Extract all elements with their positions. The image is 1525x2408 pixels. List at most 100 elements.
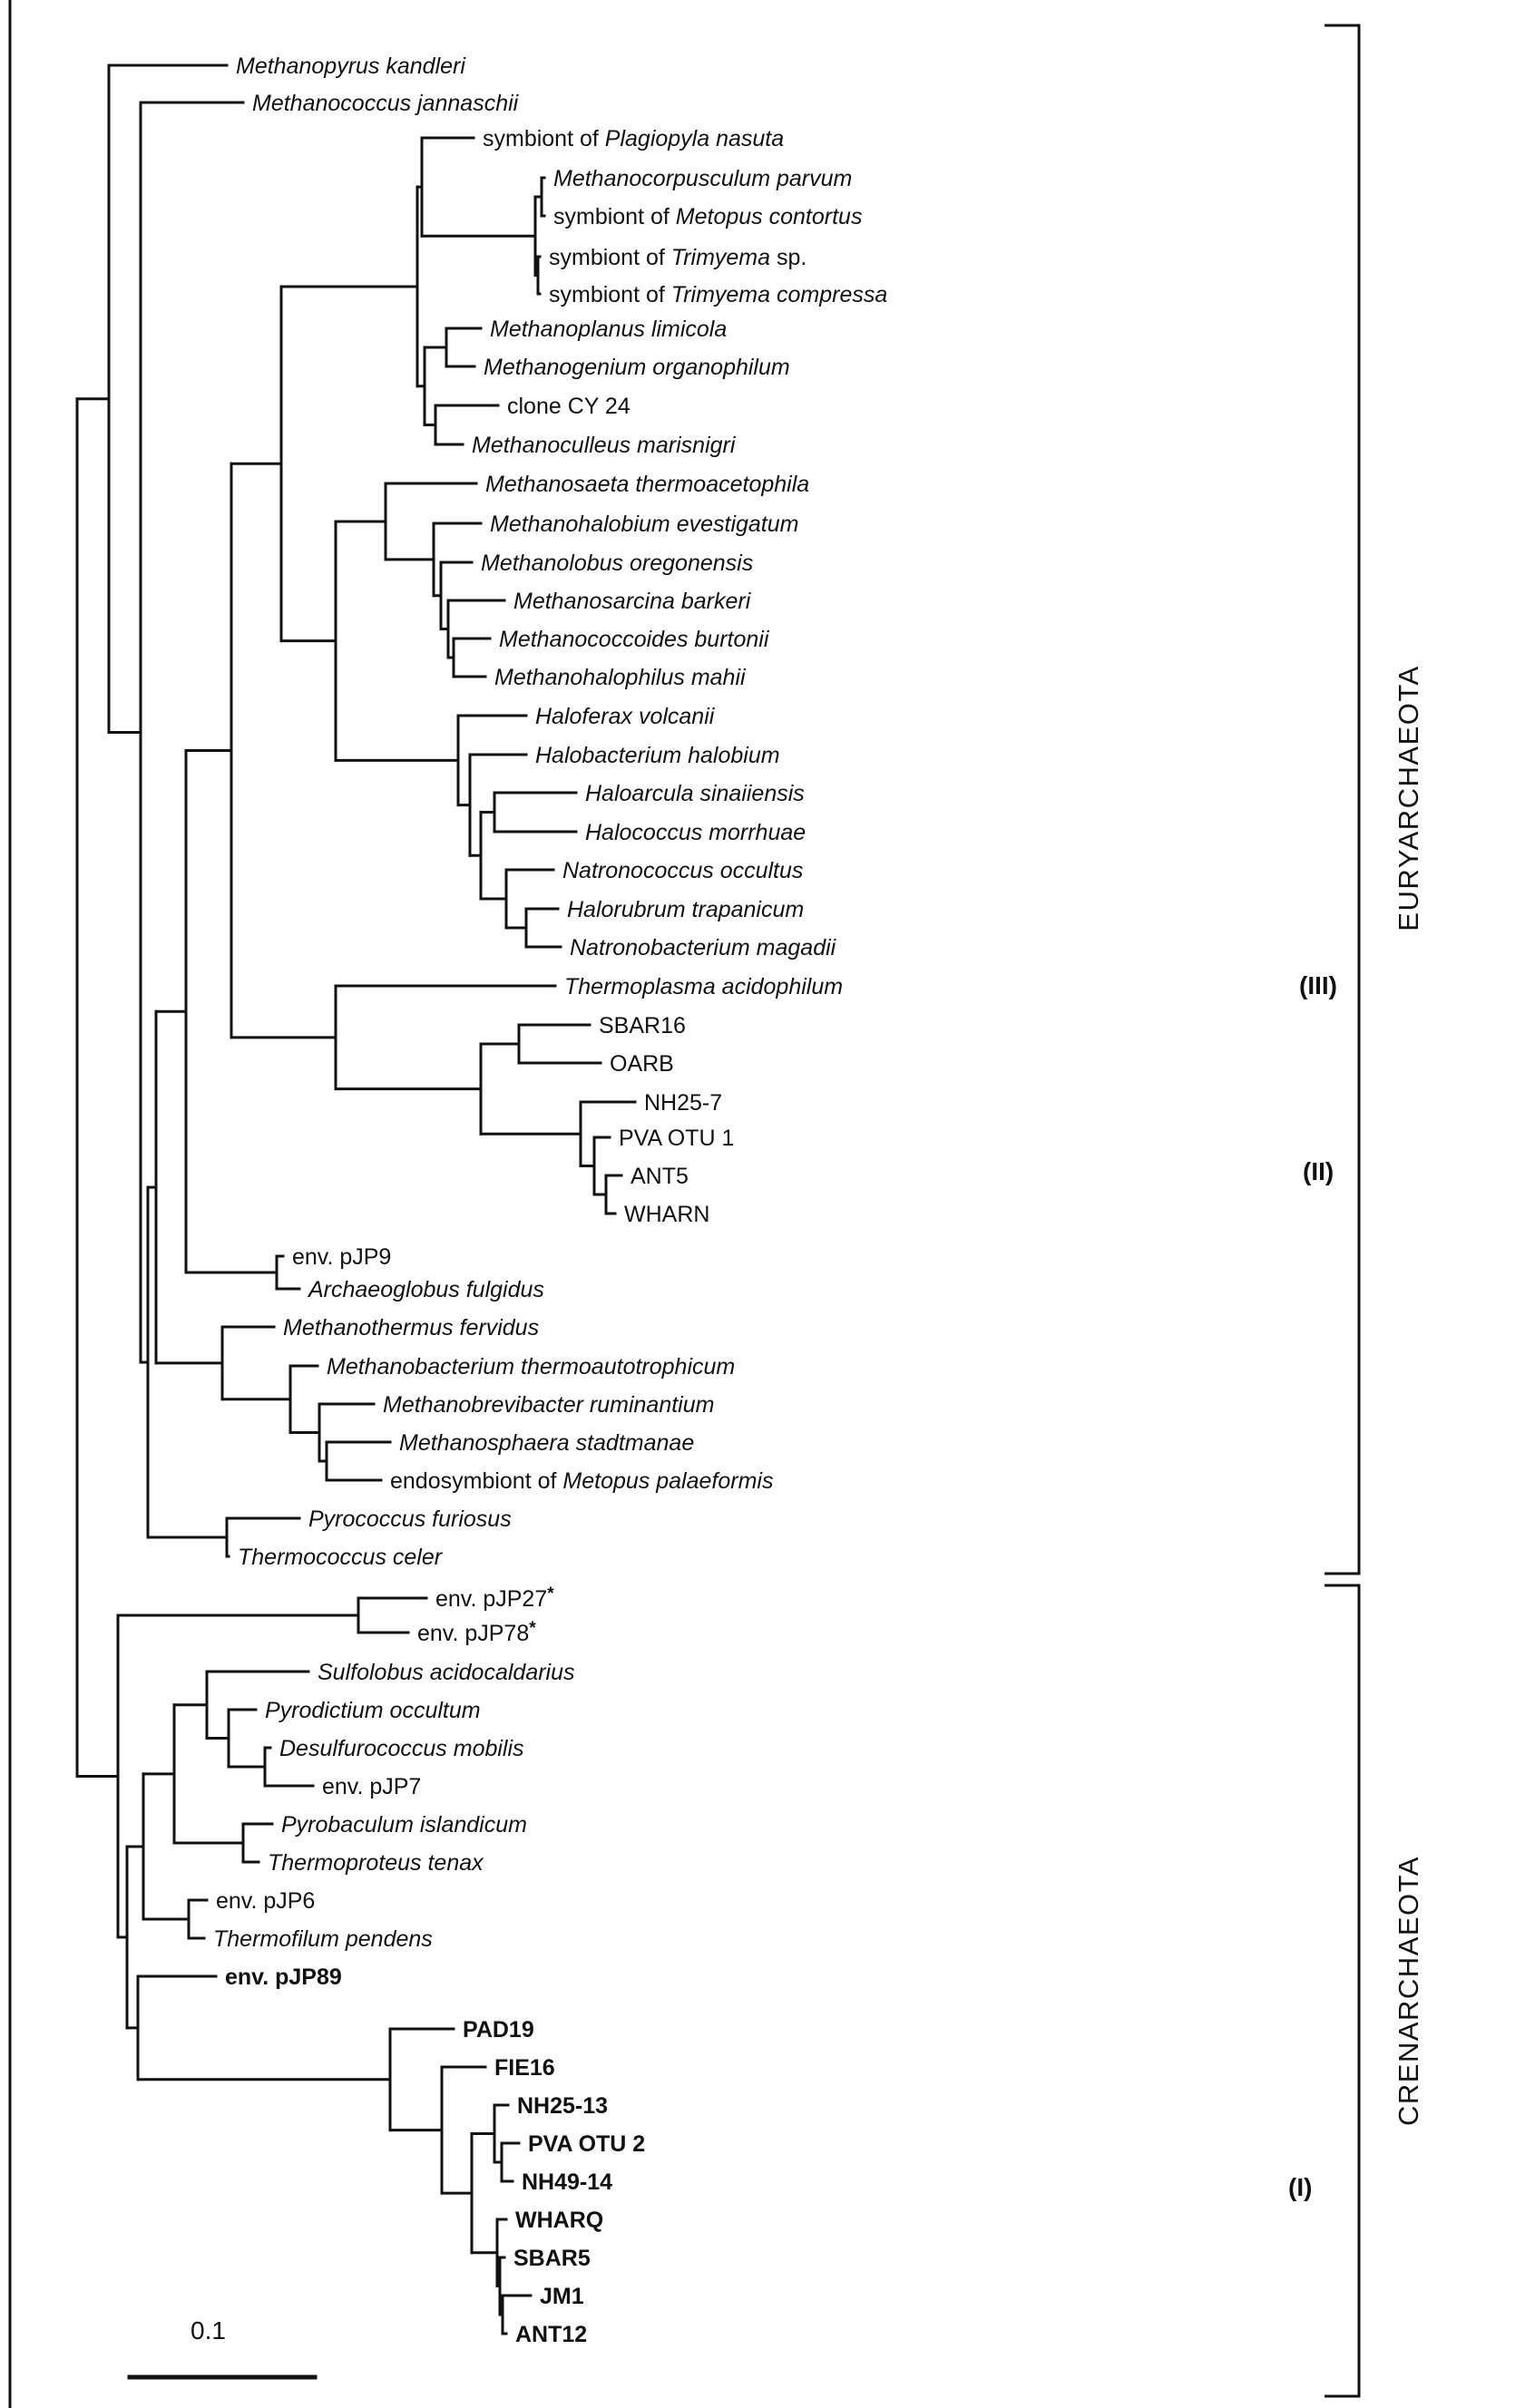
taxon-label: FIE16 [494,2055,555,2081]
taxon-label: Methanohalophilus mahii [494,665,747,690]
taxon-label: Methanosphaera stadtmanae [399,1430,694,1456]
taxon-label-part: Methanopyrus kandleri [236,54,466,79]
taxon-label-part: Haloarcula sinaiiensis [585,781,805,806]
taxon-label-part: WHARQ [515,2208,603,2233]
taxon-label-part: Methanohalophilus mahii [494,665,747,690]
taxon-label-part: env. pJP27 [435,1586,547,1612]
taxon-label-part: Thermococcus celer [238,1545,444,1570]
taxon-label: NH49-14 [522,2169,612,2195]
taxon-label-part: Methanococcoides burtonii [499,627,770,652]
taxon-label: Methanocorpusculum parvum [553,166,852,191]
taxon-label: Methanococcus jannaschii [252,91,520,116]
taxon-label: WHARN [624,1202,709,1227]
taxon-label: symbiont of Plagiopyla nasuta [483,126,784,151]
taxon-label-part: symbiont of [549,245,671,270]
taxon-label: Methanoplanus limicola [490,317,727,342]
taxon-label: Methanosaeta thermoacetophila [485,472,809,497]
taxon-label-part: Thermoplasma acidophilum [564,974,843,999]
taxon-label: Haloarcula sinaiiensis [585,781,805,806]
clade-bracket [1325,1584,1361,2398]
taxon-label-part: NH25-7 [644,1090,722,1116]
taxon-label-part: sp. [770,245,806,270]
taxon-label: Methanolobus oregonensis [481,551,753,576]
taxon-label-part: Thermofilum pendens [213,1926,433,1952]
taxon-label: symbiont of Trimyema compressa [549,282,887,307]
taxon-label: symbiont of Trimyema sp. [549,245,806,270]
taxon-label-part: Methanoculleus marisnigri [472,433,737,458]
clade-bracket [1325,24,1361,1575]
taxon-label: SBAR16 [599,1013,686,1038]
group-annotation-i: (I) [1288,2173,1313,2201]
taxon-label-part: Methanolobus oregonensis [481,551,753,576]
taxon-label-part: Haloferax volcanii [535,704,716,729]
taxon-label-part: NH49-14 [522,2169,612,2195]
taxon-label-part: NH25-13 [517,2093,608,2119]
taxon-label: WHARQ [515,2208,603,2233]
taxon-label-part: SBAR16 [599,1013,686,1038]
taxon-label-part: Methanosarcina barkeri [513,589,752,614]
taxon-label-part: PVA OTU 1 [619,1126,734,1151]
taxon-label-part: Halococcus morrhuae [585,820,806,845]
taxon-label: PVA OTU 2 [528,2131,645,2157]
taxon-label-part: Trimyema [671,245,770,270]
taxon-label-part: Methanosaeta thermoacetophila [485,472,809,497]
scale-bar-label: 0.1 [191,2316,226,2345]
taxon-label-part: symbiont of [483,126,605,151]
taxon-label-part: Sulfolobus acidocaldarius [318,1660,575,1685]
taxon-label: Pyrobaculum islandicum [281,1812,527,1838]
taxon-label: Methanosarcina barkeri [513,589,752,614]
taxon-label-part: Metopus palaeformis [562,1468,773,1494]
taxon-label-part: env. pJP78 [417,1621,529,1646]
taxon-label-part: Trimyema compressa [671,282,888,307]
clade-label-crenarchaeota: CRENARCHAEOTA [1393,1856,1424,2126]
clade-label-euryarchaeota: EURYARCHAEOTA [1393,665,1424,931]
taxon-label: Thermoplasma acidophilum [564,974,843,999]
taxon-label-part: env. pJP9 [292,1244,391,1270]
taxon-label-part: Archaeoglobus fulgidus [307,1277,544,1302]
taxon-label-part: ANT5 [631,1164,689,1189]
taxon-label: Natronococcus occultus [562,858,803,883]
taxon-label: env. pJP7 [322,1774,421,1799]
taxon-label: clone CY 24 [507,394,631,419]
taxon-label: Desulfurococcus mobilis [279,1736,524,1761]
taxon-label: Halobacterium halobium [535,743,780,768]
taxon-label-part: Methanobrevibacter ruminantium [383,1392,714,1418]
taxon-label-part: ANT12 [515,2322,587,2347]
taxon-label-part: Methanocorpusculum parvum [553,166,852,191]
taxon-label: Methanoculleus marisnigri [472,433,737,458]
taxon-label-part: OARB [610,1051,674,1077]
taxon-label-part: Pyrobaculum islandicum [281,1812,527,1838]
taxon-label-part: Pyrodictium occultum [265,1698,481,1723]
taxon-label: env. pJP89 [225,1964,342,1990]
taxon-label-part: Natronococcus occultus [562,858,803,883]
taxon-label-part: Pyrococcus furiosus [308,1506,512,1532]
taxon-label: NH25-13 [517,2093,608,2119]
taxon-label: Methanogenium organophilum [484,355,790,380]
taxon-label: Pyrodictium occultum [265,1698,481,1723]
taxon-label-part: PAD19 [463,2017,534,2042]
taxon-label-part: Desulfurococcus mobilis [279,1736,524,1761]
taxon-label: Methanococcoides burtonii [499,627,770,652]
taxon-label-part: Plagiopyla nasuta [605,126,784,151]
taxon-label: JM1 [540,2284,584,2309]
taxon-label: Methanohalobium evestigatum [490,512,798,537]
taxon-label-part: Methanobacterium thermoautotrophicum [327,1354,735,1379]
taxon-label-part: * [547,1584,554,1604]
taxon-label: ANT5 [631,1164,689,1189]
taxon-label: Methanobrevibacter ruminantium [383,1392,714,1418]
taxon-label-part: Methanogenium organophilum [484,355,790,380]
taxon-label-part: Halobacterium halobium [535,743,780,768]
taxon-label-part: FIE16 [494,2055,555,2081]
taxon-label: endosymbiont of Metopus palaeformis [390,1468,773,1494]
taxon-label-part: symbiont of [553,204,676,229]
taxon-label: env. pJP6 [216,1888,315,1914]
taxon-label: NH25-7 [644,1090,722,1116]
taxon-label: symbiont of Metopus contortus [553,204,862,229]
taxon-label: Halorubrum trapanicum [567,897,804,922]
taxon-label-part: SBAR5 [513,2246,591,2271]
taxon-label: Thermoproteus tenax [268,1850,484,1876]
taxon-label: Methanothermus fervidus [283,1315,539,1340]
taxon-label-part: clone CY 24 [507,394,631,419]
taxon-label-part: env. pJP7 [322,1774,421,1799]
